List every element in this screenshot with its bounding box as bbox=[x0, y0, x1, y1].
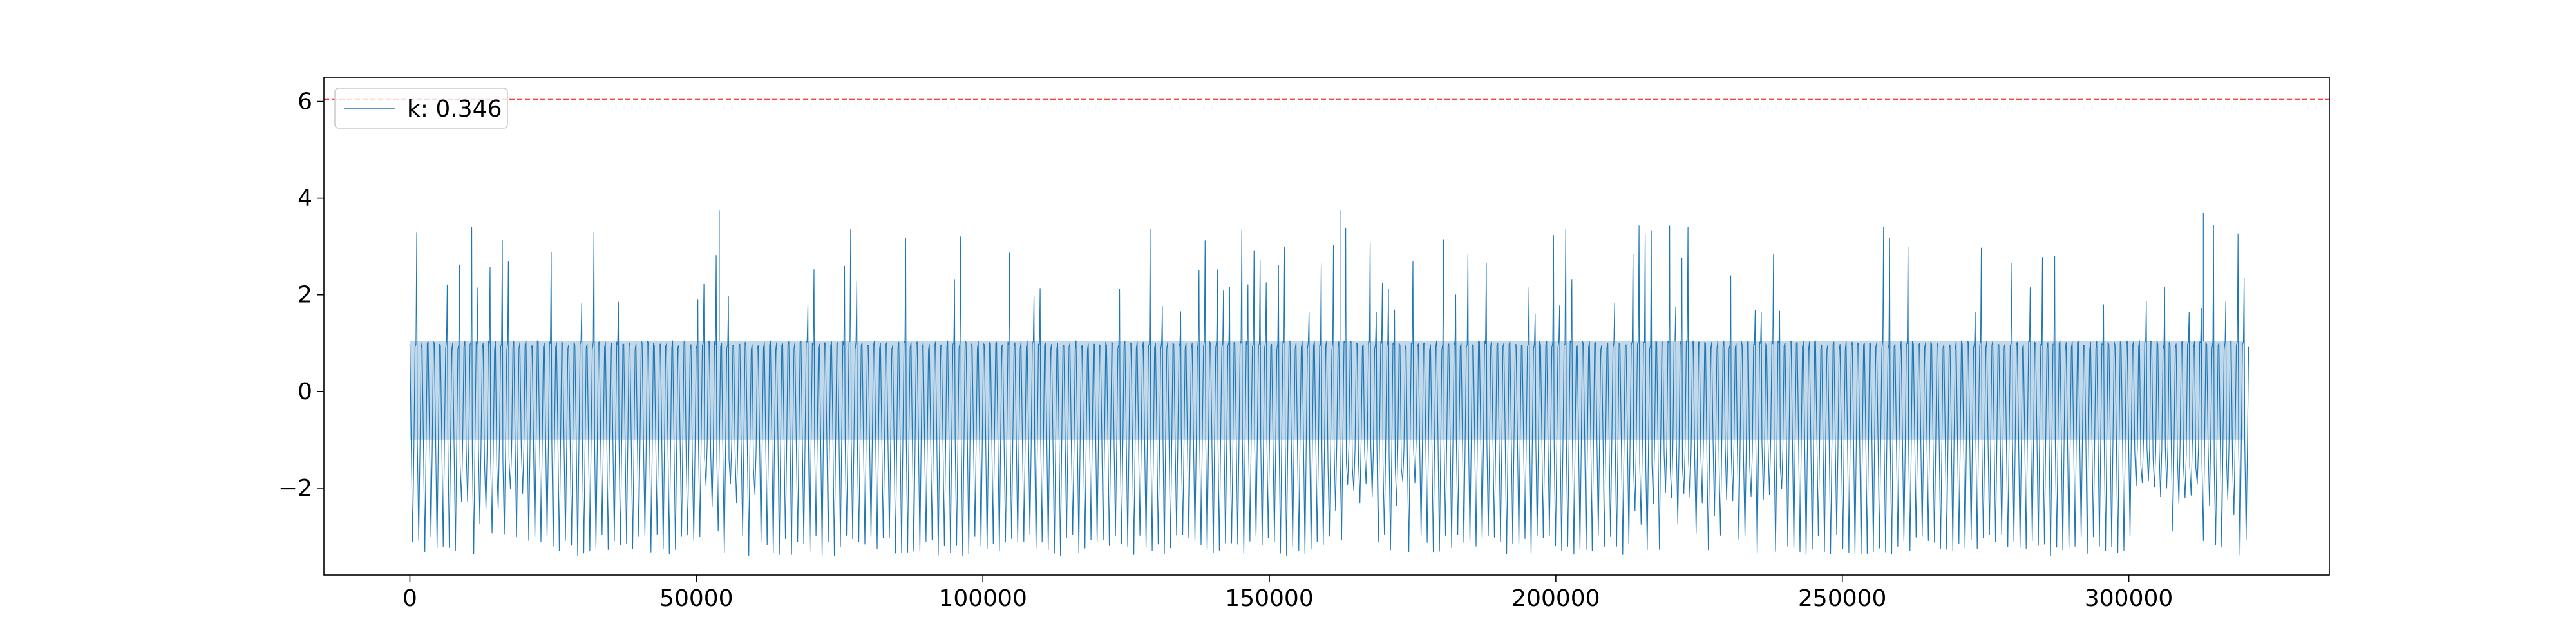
y-tick-label: 2 bbox=[298, 282, 312, 308]
y-axis: −2 0 2 4 6 bbox=[278, 89, 324, 502]
x-tick-label: 150000 bbox=[1225, 585, 1313, 612]
x-tick-label: 100000 bbox=[938, 585, 1027, 612]
x-tick-label: 250000 bbox=[1798, 585, 1886, 612]
y-tick-label: −2 bbox=[278, 475, 312, 502]
legend-label: k: 0.346 bbox=[407, 96, 502, 122]
series-line-k bbox=[409, 210, 2249, 556]
x-axis: 0 50000 100000 150000 200000 250000 300000 bbox=[402, 575, 2173, 612]
legend: k: 0.346 bbox=[334, 88, 508, 129]
x-tick-label: 50000 bbox=[659, 585, 734, 612]
series-dense-band bbox=[410, 341, 2244, 440]
plot-frame bbox=[323, 77, 2330, 576]
y-tick-label: 6 bbox=[298, 89, 312, 115]
y-tick-label: 0 bbox=[298, 379, 312, 405]
x-tick-label: 0 bbox=[402, 585, 417, 612]
y-tick-label: 4 bbox=[298, 185, 312, 212]
x-tick-label: 200000 bbox=[1511, 585, 1600, 612]
legend-box bbox=[334, 88, 508, 129]
series-layer bbox=[409, 210, 2249, 556]
x-tick-label: 300000 bbox=[2085, 585, 2173, 612]
